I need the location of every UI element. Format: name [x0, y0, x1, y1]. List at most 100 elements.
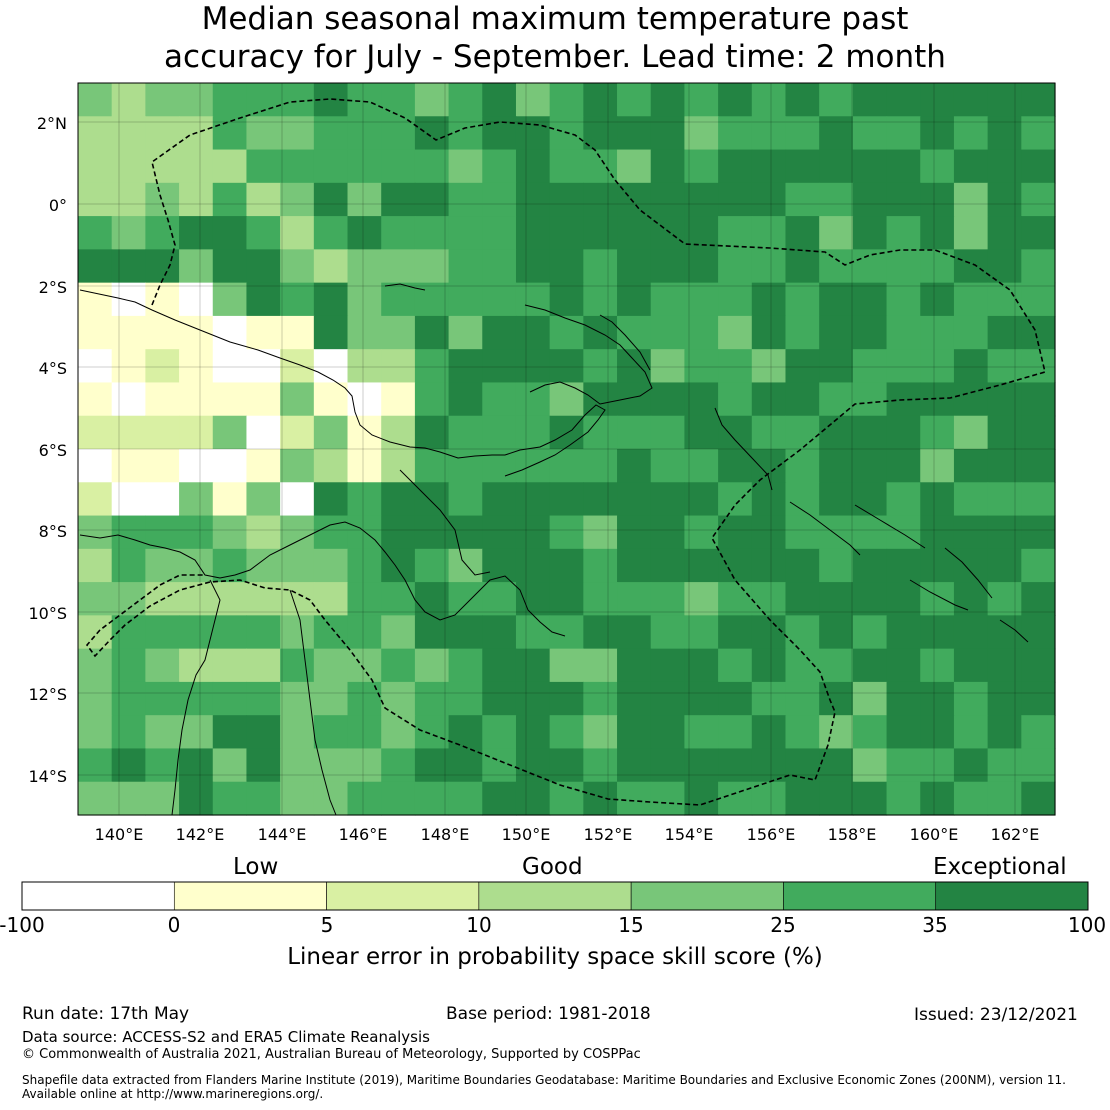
grid-cell — [785, 781, 820, 816]
grid-cell — [549, 149, 584, 184]
grid-cell — [179, 681, 214, 716]
grid-cell — [179, 515, 214, 550]
grid-cell — [313, 748, 349, 783]
grid-cell — [515, 748, 551, 783]
grid-cell — [280, 781, 315, 816]
colorbar — [21, 881, 1089, 911]
grid-cell — [1021, 548, 1056, 583]
grid-cell — [684, 482, 719, 517]
colorbar-segment — [935, 881, 1089, 911]
grid-cell — [617, 282, 652, 317]
grid-cell — [280, 681, 315, 716]
grid-cell — [448, 515, 483, 550]
grid-cell — [179, 249, 214, 284]
grid-cell — [987, 615, 1022, 650]
grid-cell — [280, 548, 315, 583]
grid-cell — [280, 349, 315, 384]
grid-cell — [852, 249, 888, 284]
grid-cell — [515, 615, 551, 650]
grid-cell — [246, 715, 281, 750]
grid-cell — [381, 748, 416, 783]
grid-cell — [212, 382, 248, 417]
grid-cell — [482, 149, 517, 184]
grid-cell — [549, 449, 584, 483]
longitude-labels: 140°E 142°E 144°E 146°E 148°E 150°E 152°E 154°E… — [95, 825, 1040, 844]
grid-cell — [953, 349, 989, 384]
legend-word-low: Low — [233, 854, 279, 880]
grid-cell — [515, 681, 551, 716]
grid-cell — [482, 182, 517, 217]
grid-cell — [617, 582, 652, 616]
grid-cell — [920, 315, 955, 350]
grid-cell — [347, 83, 382, 117]
grid-cell — [684, 748, 719, 783]
legend-tick-35: 35 — [922, 913, 948, 937]
grid-cell — [718, 482, 753, 517]
grid-cell — [515, 781, 551, 816]
grid-cell — [246, 349, 281, 384]
grid-cell — [347, 315, 382, 350]
colorbar-segment — [630, 881, 784, 911]
grid-cell — [145, 615, 180, 650]
grid-cell — [111, 249, 146, 284]
legend-tick-100: 100 — [1067, 913, 1107, 937]
grid-cell — [684, 83, 719, 117]
grid-cell — [650, 182, 686, 217]
grid-cell — [78, 415, 113, 450]
grid-cell — [718, 781, 753, 816]
grid-cell — [111, 548, 146, 583]
grid-cell — [549, 615, 584, 650]
grid-cell — [145, 781, 180, 816]
grid-cell — [78, 648, 113, 683]
grid-cell — [145, 116, 180, 151]
grid-cell — [111, 515, 146, 550]
grid-cell — [920, 482, 955, 517]
grid-cell — [617, 748, 652, 783]
grid-cell — [414, 116, 450, 151]
grid-cell — [920, 781, 955, 816]
grid-cell — [718, 216, 753, 250]
grid-cell — [920, 83, 955, 117]
grid-cell — [145, 449, 180, 483]
grid-cell — [583, 282, 618, 317]
grid-cell — [280, 282, 315, 317]
grid-cell — [381, 715, 416, 750]
grid-cell — [785, 715, 820, 750]
grid-cell — [246, 548, 281, 583]
grid-cell — [347, 349, 382, 384]
grid-cell — [987, 748, 1022, 783]
grid-cell — [751, 681, 787, 716]
grid-cell — [650, 648, 686, 683]
grid-cell — [179, 615, 214, 650]
grid-cell — [414, 282, 450, 317]
grid-cell — [381, 282, 416, 317]
grid-cell — [280, 482, 315, 517]
grid-cell — [78, 449, 113, 483]
grid-cell — [111, 182, 146, 217]
grid-cell — [819, 582, 854, 616]
grid-cell — [313, 382, 349, 417]
grid-cell — [852, 615, 888, 650]
grid-cell — [145, 715, 180, 750]
grid-cell — [381, 216, 416, 250]
grid-cell — [549, 582, 584, 616]
grid-cell — [313, 615, 349, 650]
grid-cell — [886, 648, 921, 683]
latitude-label: 14°S — [28, 767, 67, 786]
grid-cell — [246, 482, 281, 517]
longitude-label: 160°E — [910, 825, 959, 844]
grid-cell — [515, 216, 551, 250]
colorbar-segment — [173, 881, 327, 911]
grid-cell — [212, 648, 248, 683]
grid-cell — [515, 582, 551, 616]
grid-cell — [920, 216, 955, 250]
grid-cell — [785, 149, 820, 184]
grid-cell — [549, 182, 584, 217]
grid-cell — [145, 748, 180, 783]
grid-cell — [650, 582, 686, 616]
longitude-label: 156°E — [747, 825, 796, 844]
grid-cell — [751, 582, 787, 616]
grid-cell — [347, 781, 382, 816]
run-date: Run date: 17th May — [22, 1004, 190, 1024]
grid-cell — [684, 681, 719, 716]
